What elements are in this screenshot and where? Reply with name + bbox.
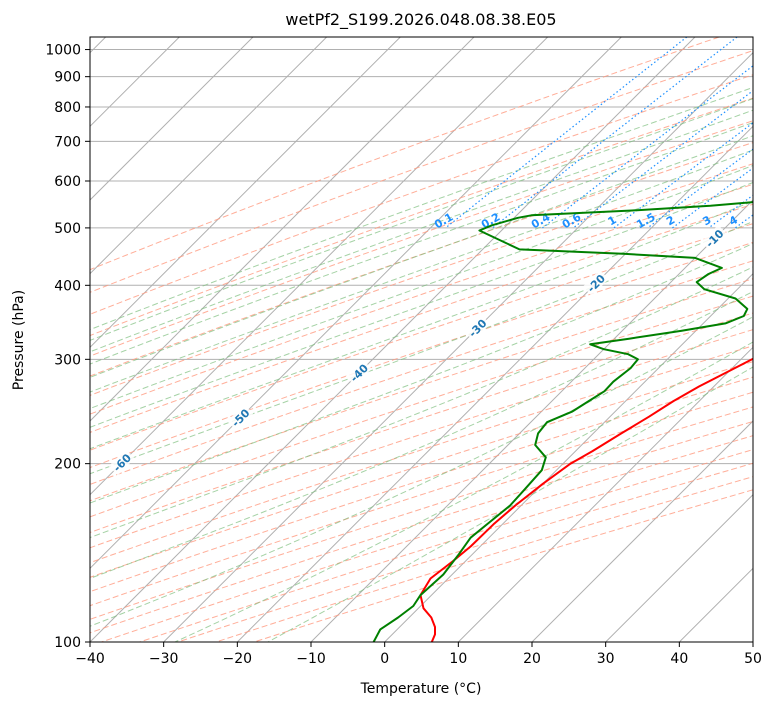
isotherm-line <box>457 346 753 642</box>
isotherm-line <box>236 125 753 642</box>
x-tick-label: 40 <box>670 651 688 667</box>
isotherm-line <box>90 37 696 642</box>
moist-adiabat <box>90 316 753 627</box>
moist-adiabat <box>90 220 753 475</box>
mixing-ratio-line <box>672 167 753 229</box>
x-axis-label: Temperature (°C) <box>360 681 482 697</box>
dry-adiabat <box>90 241 753 469</box>
y-tick-label: 300 <box>54 352 81 368</box>
mixing-ratio-line <box>492 37 738 229</box>
y-tick-label: 100 <box>54 635 81 651</box>
dewpoint-profile <box>372 201 753 642</box>
moist-adiabat <box>90 164 753 410</box>
y-tick-label: 900 <box>54 70 81 86</box>
dry-adiabat <box>90 74 753 315</box>
plot-background <box>90 37 753 642</box>
isotherm-line <box>90 37 254 201</box>
isotherm-line <box>605 493 753 642</box>
dry-adiabat <box>90 329 753 549</box>
dry-adiabat <box>90 37 720 271</box>
dry-adiabats <box>90 37 753 642</box>
moist-adiabat <box>90 181 753 428</box>
y-tick-label: 400 <box>54 278 81 294</box>
x-tick-label: 50 <box>744 651 762 667</box>
x-tick-label: 10 <box>449 651 467 667</box>
x-tick-label: −10 <box>296 651 326 667</box>
x-tick-label: 20 <box>523 651 541 667</box>
dry-adiabat <box>90 97 753 337</box>
y-tick-label: 800 <box>54 100 81 116</box>
dry-adiabat <box>90 183 753 415</box>
dry-adiabat <box>90 295 753 518</box>
moist-adiabat <box>90 86 753 331</box>
y-tick-label: 700 <box>54 134 81 150</box>
background-grid <box>90 37 753 642</box>
moist-adiabat <box>90 149 753 393</box>
isotherm-line <box>90 37 549 496</box>
x-axis-ticks: −40 −30 −20 −10 0 10 20 30 40 50 <box>75 642 762 667</box>
x-tick-label: −20 <box>223 651 253 667</box>
moist-adiabat <box>90 109 753 353</box>
y-tick-label: 600 <box>54 174 81 190</box>
dry-adiabat <box>90 345 753 564</box>
isotherm-line <box>384 272 753 642</box>
mixing-ratio-lines <box>445 37 753 229</box>
isotherm-line <box>90 37 475 422</box>
isotherm-label-bg <box>582 269 609 296</box>
chart-title: wetPf2_S199.2026.048.08.38.E05 <box>285 10 556 30</box>
plot-border <box>89 36 754 643</box>
x-tick-label: −40 <box>75 651 105 667</box>
isotherm-label-bg <box>345 359 372 386</box>
isotherm-line <box>90 37 328 275</box>
dry-adiabat <box>90 163 753 396</box>
x-tick-label: 30 <box>597 651 615 667</box>
isotherm-line <box>163 51 753 642</box>
y-tick-label: 200 <box>54 457 81 473</box>
isotherm-line <box>752 641 753 642</box>
plot-frame <box>89 36 754 643</box>
isotherm-label-bg <box>108 449 135 476</box>
temperature-profile <box>419 357 753 642</box>
isotherm-label-bg <box>701 224 728 252</box>
y-axis-label: Pressure (hPa) <box>11 290 27 390</box>
x-tick-label: 0 <box>380 651 389 667</box>
dry-adiabat <box>90 391 753 607</box>
dry-adiabat <box>90 203 753 433</box>
isotherm-line <box>531 420 753 642</box>
moist-adiabat <box>90 266 753 539</box>
y-axis-ticks: 1000 900 800 700 600 500 400 300 200 100 <box>45 43 90 651</box>
mixing-ratio-line <box>542 65 753 229</box>
moist-adiabat <box>267 366 753 642</box>
plot-area <box>90 37 753 642</box>
mixing-ratio-line <box>572 89 753 229</box>
isotherm-label-bg <box>227 404 254 431</box>
y-tick-label: 1000 <box>45 43 81 59</box>
y-tick-label: 500 <box>54 221 81 237</box>
dry-adiabat <box>90 376 753 593</box>
dry-adiabat <box>90 50 753 293</box>
x-tick-label: −30 <box>149 651 179 667</box>
dry-adiabat <box>90 142 753 377</box>
isotherm-label-bg <box>464 314 491 341</box>
isotherm-line <box>90 37 401 349</box>
moist-adiabat <box>90 200 753 450</box>
dry-adiabat <box>90 278 753 502</box>
sounding-profiles <box>372 201 753 642</box>
dry-adiabat <box>90 260 753 485</box>
isotherm-line <box>90 37 622 570</box>
moist-adiabat <box>90 98 753 341</box>
moist-adiabats <box>90 86 753 642</box>
